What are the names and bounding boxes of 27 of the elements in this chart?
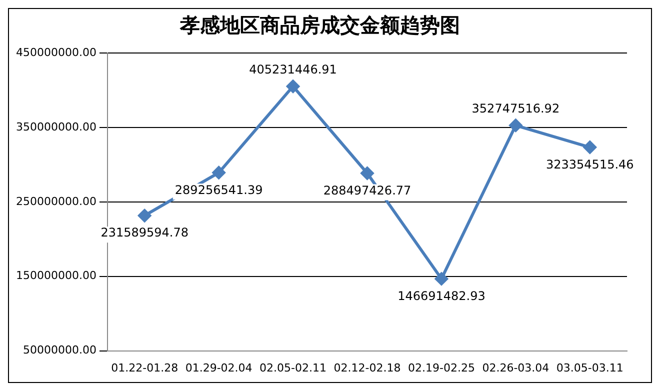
x-tick-label: 01.29-02.04	[185, 361, 252, 374]
x-tick-label: 03.05-03.11	[556, 361, 624, 374]
data-label: 231589594.78	[100, 226, 188, 240]
x-tick-label: 02.05-02.11	[260, 361, 326, 374]
x-tick-label: 02.19-02.25	[408, 361, 475, 374]
data-label: 405231446.91	[249, 62, 337, 76]
data-label: 352747516.92	[472, 102, 560, 116]
point	[509, 118, 522, 132]
point	[138, 209, 152, 222]
data-label: 146691482.93	[398, 288, 486, 303]
y-tick-label: 450000000.00	[16, 46, 96, 59]
point	[286, 80, 300, 93]
data-label: 289256541.39	[174, 182, 263, 197]
data-label: 323354515.46	[546, 157, 634, 172]
chart-title: 孝感地区商品房成交金额趋势图	[179, 13, 460, 38]
x-tick-label: 02.12-02.18	[334, 361, 401, 374]
point	[212, 166, 226, 180]
y-tick-label: 150000000.00	[16, 269, 96, 282]
point	[360, 166, 374, 180]
point	[434, 272, 448, 286]
x-tick-label: 01.22-01.28	[111, 361, 178, 374]
y-tick-label: 250000000.00	[16, 194, 96, 208]
y-tick-label: 350000000.00	[16, 120, 96, 134]
data-label: 288497426.77	[323, 183, 412, 198]
x-tick-label: 02.26-03.04	[482, 361, 550, 374]
point	[583, 140, 596, 154]
y-tick-label: 50000000.00	[22, 344, 96, 357]
